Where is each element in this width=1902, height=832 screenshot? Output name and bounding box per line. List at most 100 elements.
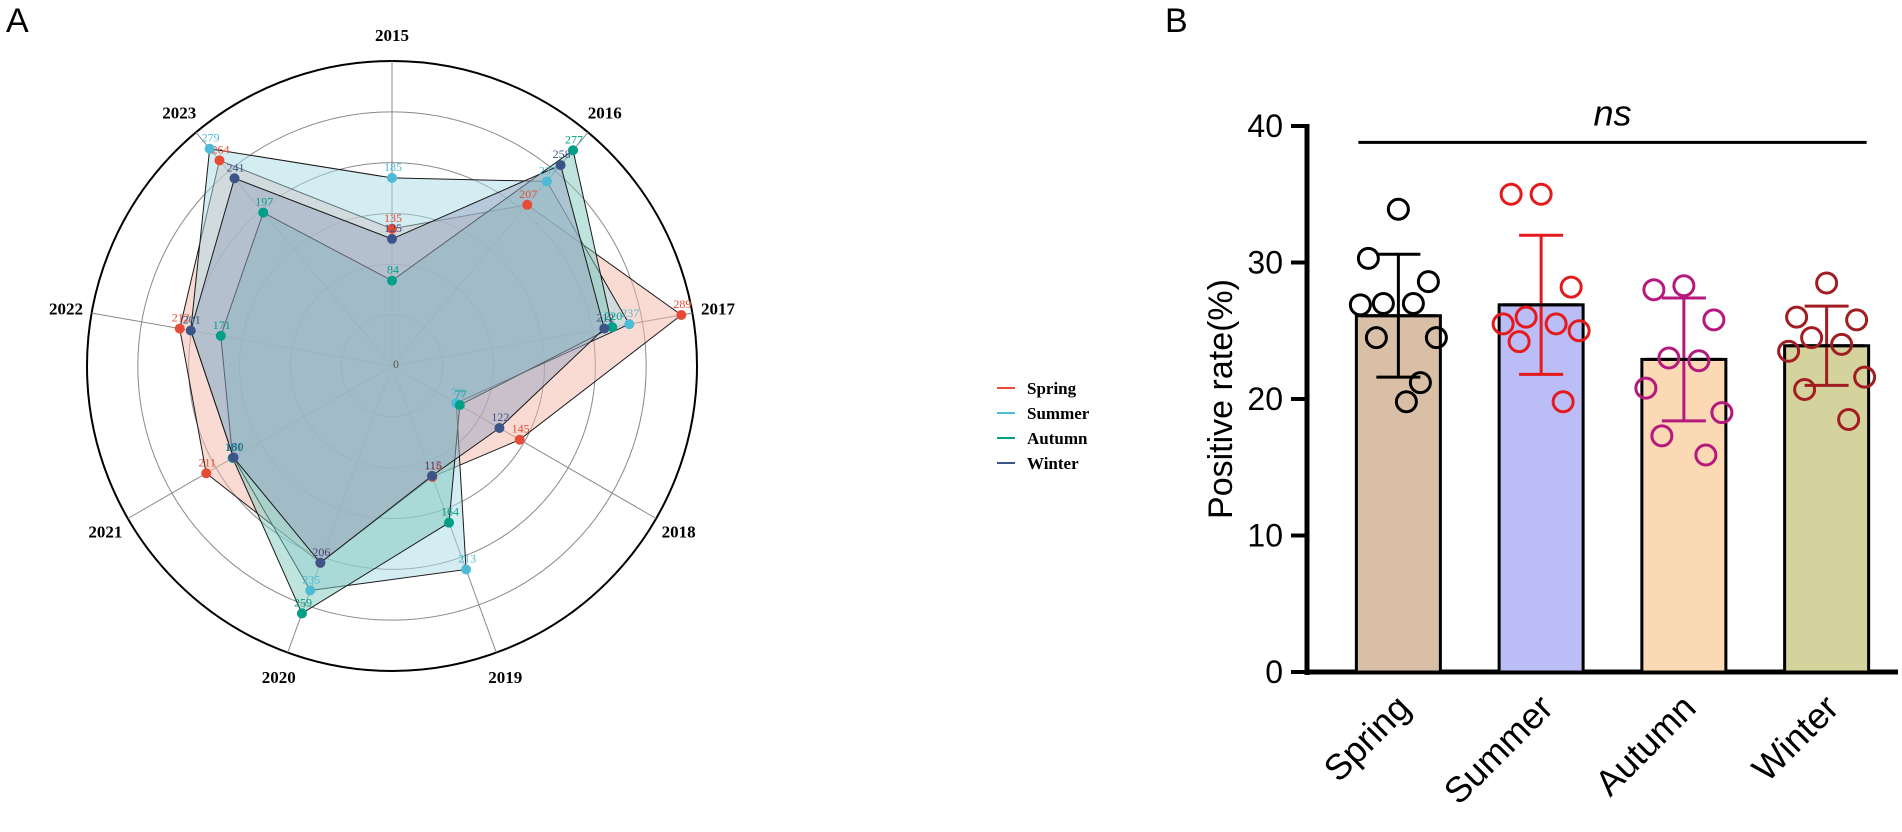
data-point-autumn — [1702, 308, 1726, 332]
point-spring-2021 — [201, 468, 212, 479]
value-label-winter-2017: 212 — [596, 311, 614, 325]
panel-label-a: A — [6, 2, 29, 40]
value-label-autumn-2023: 197 — [255, 195, 273, 209]
axis-label-2019: 2019 — [488, 668, 522, 687]
point-summer-2015 — [387, 172, 397, 183]
point-autumn-2016 — [568, 145, 579, 156]
data-point-spring — [1348, 293, 1372, 317]
point-spring-2017 — [676, 309, 687, 320]
point-summer-2020 — [305, 585, 316, 596]
data-point-summer — [1567, 319, 1591, 343]
point-autumn-2023 — [258, 207, 269, 218]
significance-label: ns — [1593, 92, 1631, 133]
data-point-winter — [1777, 339, 1801, 363]
y-tick-label-40: 40 — [1247, 108, 1283, 144]
axis-label-2020: 2020 — [262, 668, 296, 687]
legend-label-autumn: Autumn — [1027, 429, 1088, 448]
value-label-summer-2022: 201 — [183, 313, 201, 327]
data-point-summer — [1514, 305, 1538, 329]
bar-chart: 0 10 20 30 40 Positive rate(%) Spring Summer Aut… — [1202, 92, 1898, 812]
point-spring-2022 — [174, 323, 185, 334]
axis-label-2021: 2021 — [88, 523, 122, 542]
point-summer-2023 — [204, 143, 215, 154]
value-label-winter-2016: 258 — [553, 147, 571, 161]
y-axis-label: Positive rate(%) — [1202, 279, 1240, 519]
data-point-autumn — [1687, 349, 1711, 373]
value-label-spring-2018: 145 — [512, 422, 530, 436]
value-label-summer-2020: 235 — [302, 573, 320, 587]
y-tick-label-10: 10 — [1247, 518, 1283, 554]
y-tick-label-0: 0 — [1265, 654, 1283, 690]
point-winter-2017 — [599, 323, 610, 334]
value-label-summer-2017: 237 — [621, 306, 639, 320]
value-label-spring-2016: 207 — [519, 187, 537, 201]
value-label-autumn-2020: 259 — [294, 595, 312, 609]
point-winter-2020 — [315, 557, 326, 568]
point-winter-2019 — [426, 470, 437, 481]
value-label-spring-2021: 211 — [198, 455, 216, 469]
point-winter-2015 — [387, 233, 397, 244]
y-tick-label-30: 30 — [1247, 245, 1283, 281]
legend-label-winter: Winter — [1027, 454, 1079, 473]
radar-chart: 135 207 289 145 116 206 211 212 264 185 237 237 73 21… — [49, 26, 735, 687]
legend-label-spring: Spring — [1027, 379, 1077, 398]
value-label-autumn-2021: 181 — [225, 440, 243, 454]
value-label-autumn-2017: 220 — [604, 309, 622, 323]
panel-label-b: B — [1165, 2, 1188, 40]
data-point-spring — [1371, 291, 1395, 315]
point-autumn-2020 — [296, 608, 307, 619]
point-winter-2018 — [494, 423, 505, 434]
axis-label-2017: 2017 — [701, 300, 736, 319]
value-label-winter-2022: 201 — [183, 313, 201, 327]
value-label-autumn-2022: 171 — [213, 318, 231, 332]
data-point-autumn — [1657, 346, 1681, 370]
value-label-summer-2023: 279 — [202, 131, 220, 145]
value-label-autumn-2019: 164 — [441, 505, 459, 519]
value-label-winter-2018: 122 — [491, 410, 509, 424]
center-label: 0 — [393, 357, 399, 371]
axis-label-2023: 2023 — [162, 103, 196, 122]
data-point-spring — [1386, 197, 1410, 221]
point-autumn-2018 — [454, 400, 465, 411]
data-point-summer — [1551, 390, 1575, 414]
value-label-autumn-2015: 84 — [387, 263, 399, 277]
data-point-spring — [1408, 371, 1432, 395]
data-point-summer — [1529, 182, 1553, 206]
data-point-winter — [1800, 326, 1824, 350]
point-summer-2017 — [624, 319, 635, 330]
data-point-winter — [1785, 305, 1809, 329]
data-point-spring — [1424, 326, 1448, 350]
value-label-spring-2019: 116 — [425, 459, 443, 473]
point-autumn-2015 — [387, 275, 397, 286]
data-point-autumn — [1642, 278, 1666, 302]
value-label-summer-2016: 237 — [539, 163, 557, 177]
data-point-autumn — [1634, 376, 1658, 400]
value-label-spring-2023: 264 — [211, 142, 229, 156]
data-point-winter — [1830, 332, 1854, 356]
data-point-winter — [1837, 407, 1861, 431]
value-label-winter-2019: 115 — [424, 458, 442, 472]
point-spring-2015 — [387, 223, 397, 234]
value-label-spring-2017: 289 — [673, 297, 691, 311]
axis-label-2022: 2022 — [49, 300, 83, 319]
point-autumn-2017 — [607, 322, 618, 333]
data-point-summer — [1544, 312, 1568, 336]
value-label-winter-2023: 241 — [227, 160, 245, 174]
bar-winter — [1783, 344, 1871, 674]
data-point-spring — [1394, 390, 1418, 414]
x-tick-label-summer: Summer — [1436, 687, 1561, 812]
value-label-spring-2015: 135 — [384, 211, 402, 225]
data-point-spring — [1401, 291, 1425, 315]
series-area-winter — [190, 164, 605, 564]
value-label-summer-2019: 213 — [458, 551, 476, 565]
data-point-winter — [1845, 308, 1869, 332]
axis-label-2018: 2018 — [662, 523, 696, 542]
point-spring-2016 — [522, 199, 533, 210]
point-winter-2021 — [228, 452, 239, 463]
data-point-winter — [1793, 377, 1817, 401]
value-label-autumn-2018: 77 — [455, 387, 467, 401]
data-point-spring — [1356, 246, 1380, 270]
x-tick-label-winter: Winter — [1744, 687, 1847, 790]
legend: Spring Summer Autumn Winter — [997, 379, 1090, 473]
